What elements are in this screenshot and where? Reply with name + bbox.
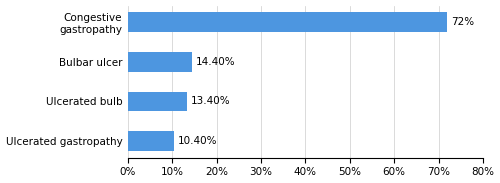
Text: 10.40%: 10.40% — [178, 136, 217, 146]
Bar — [128, 131, 174, 151]
Bar — [128, 12, 448, 32]
Bar — [128, 52, 192, 72]
Text: 72%: 72% — [451, 17, 474, 27]
Text: 14.40%: 14.40% — [196, 57, 235, 67]
Bar — [128, 92, 188, 111]
Text: 13.40%: 13.40% — [191, 96, 230, 106]
